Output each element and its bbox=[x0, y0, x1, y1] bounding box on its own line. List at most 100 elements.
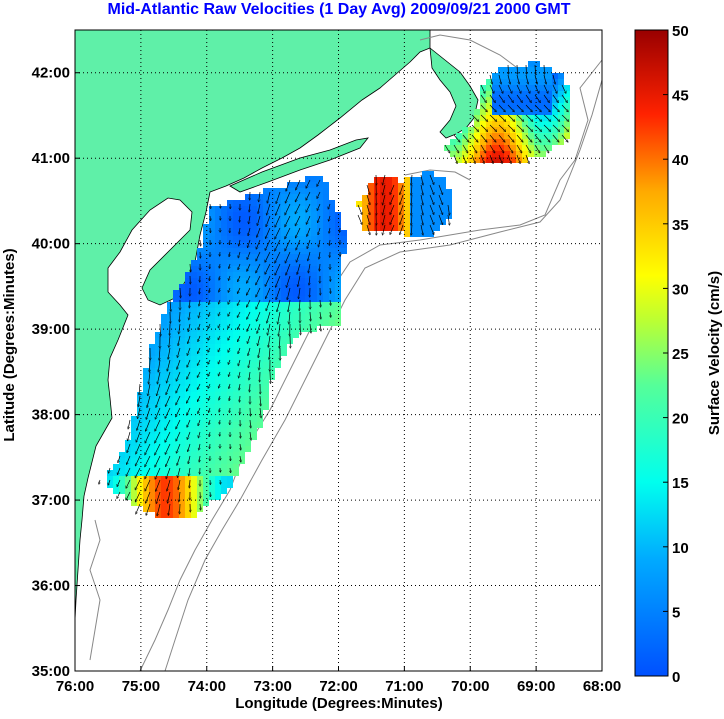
velocity-cell bbox=[191, 482, 197, 488]
velocity-cell bbox=[251, 254, 257, 260]
velocity-cell bbox=[269, 230, 275, 236]
velocity-cell bbox=[221, 272, 227, 278]
velocity-cell bbox=[293, 260, 299, 266]
velocity-cell bbox=[257, 206, 263, 212]
velocity-cell bbox=[191, 380, 197, 386]
velocity-cell bbox=[221, 308, 227, 314]
velocity-cell bbox=[215, 278, 221, 284]
velocity-cell bbox=[534, 133, 540, 139]
velocity-cell bbox=[522, 67, 528, 73]
velocity-cell bbox=[251, 272, 257, 278]
velocity-cell bbox=[221, 458, 227, 464]
velocity-cell bbox=[167, 494, 173, 500]
velocity-cell bbox=[179, 362, 185, 368]
velocity-cell bbox=[131, 476, 137, 482]
velocity-cell bbox=[167, 512, 173, 518]
velocity-cell bbox=[386, 213, 392, 219]
velocity-cell bbox=[191, 500, 197, 506]
velocity-cell bbox=[233, 332, 239, 338]
velocity-cell bbox=[263, 278, 269, 284]
velocity-cell bbox=[155, 374, 161, 380]
x-tick-label: 71:00 bbox=[385, 678, 423, 695]
velocity-cell bbox=[233, 308, 239, 314]
velocity-cell bbox=[149, 386, 155, 392]
velocity-cell bbox=[233, 356, 239, 362]
velocity-cell bbox=[221, 254, 227, 260]
velocity-cell bbox=[203, 278, 209, 284]
velocity-cell bbox=[203, 464, 209, 470]
velocity-cell bbox=[269, 290, 275, 296]
velocity-cell bbox=[522, 139, 528, 145]
velocity-cell bbox=[251, 368, 257, 374]
velocity-cell bbox=[173, 392, 179, 398]
velocity-cell bbox=[107, 476, 113, 482]
velocity-cell bbox=[434, 219, 440, 225]
velocity-cell bbox=[398, 183, 404, 189]
velocity-cell bbox=[215, 380, 221, 386]
velocity-cell bbox=[293, 314, 299, 320]
velocity-cell bbox=[227, 272, 233, 278]
y-tick-label: 36:00 bbox=[32, 578, 70, 595]
velocity-cell bbox=[245, 272, 251, 278]
velocity-cell bbox=[546, 121, 552, 127]
velocity-cell bbox=[131, 488, 137, 494]
velocity-cell bbox=[305, 224, 311, 230]
velocity-cell bbox=[317, 212, 323, 218]
y-tick-label: 39:00 bbox=[32, 321, 70, 338]
velocity-cell bbox=[119, 476, 125, 482]
velocity-cell bbox=[173, 428, 179, 434]
velocity-cell bbox=[251, 314, 257, 320]
velocity-cell bbox=[161, 362, 167, 368]
velocity-cell bbox=[149, 458, 155, 464]
velocity-cell bbox=[167, 464, 173, 470]
velocity-cell bbox=[215, 356, 221, 362]
velocity-cell bbox=[299, 278, 305, 284]
velocity-cell bbox=[191, 422, 197, 428]
velocity-cell bbox=[173, 356, 179, 362]
velocity-cell bbox=[143, 500, 149, 506]
velocity-cell bbox=[161, 350, 167, 356]
velocity-cell bbox=[191, 464, 197, 470]
velocity-cell bbox=[143, 374, 149, 380]
velocity-cell bbox=[251, 260, 257, 266]
velocity-cell bbox=[185, 386, 191, 392]
x-tick-label: 74:00 bbox=[188, 678, 226, 695]
velocity-cell bbox=[293, 302, 299, 308]
velocity-cell bbox=[251, 242, 257, 248]
velocity-cell bbox=[516, 103, 522, 109]
velocity-cell bbox=[203, 386, 209, 392]
velocity-cell bbox=[281, 218, 287, 224]
velocity-cell bbox=[281, 230, 287, 236]
velocity-cell bbox=[233, 416, 239, 422]
velocity-cell bbox=[179, 434, 185, 440]
velocity-cell bbox=[197, 344, 203, 350]
velocity-cell bbox=[221, 404, 227, 410]
velocity-cell bbox=[311, 314, 317, 320]
velocity-cell bbox=[251, 386, 257, 392]
velocity-cell bbox=[245, 236, 251, 242]
velocity-cell bbox=[281, 314, 287, 320]
velocity-cell bbox=[173, 476, 179, 482]
velocity-cell bbox=[215, 272, 221, 278]
velocity-cell bbox=[215, 350, 221, 356]
velocity-cell bbox=[528, 139, 534, 145]
velocity-cell bbox=[203, 254, 209, 260]
velocity-cell bbox=[161, 314, 167, 320]
velocity-cell bbox=[191, 458, 197, 464]
velocity-cell bbox=[191, 314, 197, 320]
velocity-cell bbox=[173, 440, 179, 446]
velocity-cell bbox=[287, 302, 293, 308]
velocity-cell bbox=[251, 362, 257, 368]
velocity-cell bbox=[203, 398, 209, 404]
velocity-cell bbox=[504, 109, 510, 115]
velocity-cell bbox=[203, 332, 209, 338]
colorbar-tick-label: 45 bbox=[672, 88, 689, 105]
velocity-cell bbox=[305, 278, 311, 284]
velocity-cell bbox=[341, 236, 347, 242]
velocity-cell bbox=[185, 398, 191, 404]
velocity-cell bbox=[191, 494, 197, 500]
velocity-cell bbox=[161, 356, 167, 362]
velocity-cell bbox=[498, 127, 504, 133]
velocity-cell bbox=[179, 416, 185, 422]
